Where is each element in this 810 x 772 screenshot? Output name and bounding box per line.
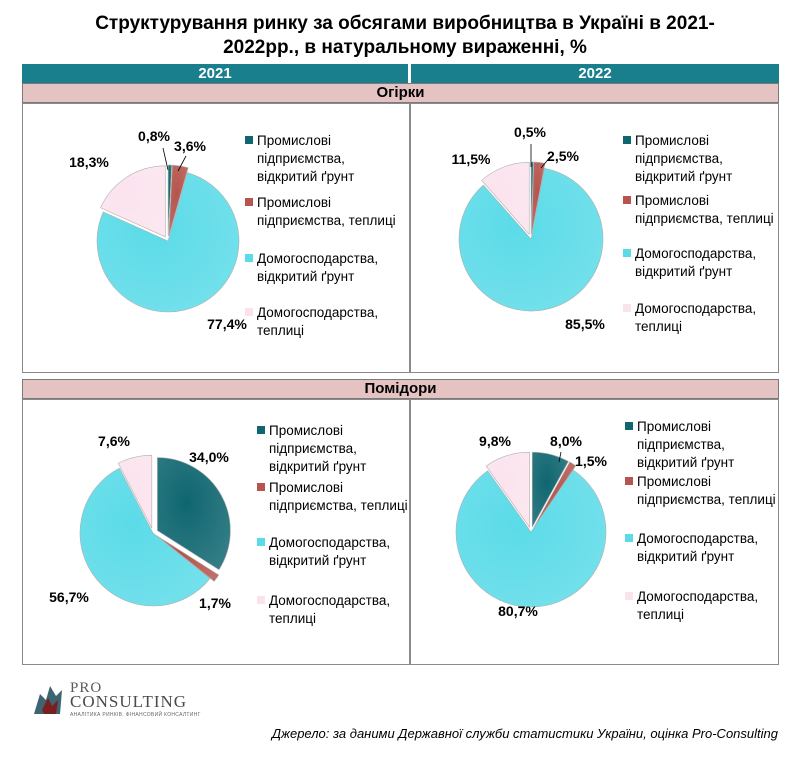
pie-slice-1 bbox=[531, 451, 569, 528]
data-label-1: 0,5% bbox=[514, 124, 546, 140]
legend-label: Промислові підприємства, теплиці bbox=[269, 480, 408, 513]
data-label-1: 34,0% bbox=[189, 449, 229, 465]
legend: Промислові підприємства, відкритий ґрунт… bbox=[625, 418, 777, 658]
pie-panel-tomatoes-2021: 34,0% 1,7% 56,7% 7,6% Промислові підприємст… bbox=[22, 399, 410, 665]
legend-swatch bbox=[245, 136, 253, 144]
leader-line bbox=[177, 155, 187, 172]
year-header-2022: 2022 bbox=[411, 64, 779, 83]
legend-swatch bbox=[625, 477, 633, 485]
legend-label: Промислові підприємства, відкритий ґрунт bbox=[257, 133, 355, 184]
legend-swatch bbox=[257, 426, 265, 434]
legend-swatch bbox=[625, 534, 633, 542]
data-label-2: 1,7% bbox=[199, 595, 231, 611]
data-label-2: 3,6% bbox=[174, 138, 206, 154]
pie-slice-3 bbox=[96, 172, 240, 313]
data-label-1: 8,0% bbox=[550, 433, 582, 449]
legend-label: Домогосподарства, теплиці bbox=[257, 305, 379, 338]
data-label-4: 7,6% bbox=[98, 433, 130, 449]
legend-label: Домогосподарства, теплиці bbox=[635, 301, 757, 334]
legend-label: Домогосподарства, теплиці bbox=[637, 589, 759, 622]
data-label-1: 0,8% bbox=[138, 128, 170, 144]
legend-label: Домогосподарства, теплиці bbox=[269, 593, 391, 626]
legend: Промислові підприємства, відкритий ґрунт… bbox=[245, 132, 405, 372]
logo-text-consulting: CONSULTING bbox=[70, 692, 188, 711]
pie-slice-3 bbox=[455, 469, 607, 608]
pie-slice-3 bbox=[79, 467, 211, 607]
pie-chart-cucumbers-2021: 0,8%3,6% 77,4% 18,3% bbox=[69, 128, 247, 332]
pie-slice-1 bbox=[167, 164, 173, 237]
pie-chart-tomatoes-2021: 34,0% 1,7% 56,7% 7,6% bbox=[49, 433, 231, 611]
pie-slice-4 bbox=[485, 451, 530, 529]
leader-line bbox=[540, 155, 552, 169]
pie-panel-tomatoes-2022: 8,0% 1,5% 80,7% 9,8% Промислові підприємств… bbox=[410, 399, 779, 665]
category-header-tomatoes: Помідори bbox=[22, 379, 779, 399]
legend-label: Домогосподарства, відкритий ґрунт bbox=[257, 251, 379, 284]
pie-slice-4 bbox=[481, 162, 530, 236]
pie-slice-1 bbox=[157, 457, 231, 571]
legend-swatch bbox=[257, 538, 265, 546]
pie-slice-2 bbox=[156, 535, 220, 582]
pie-slice-4 bbox=[117, 454, 153, 529]
logo-emblem-icon bbox=[30, 680, 66, 718]
legend-label: Промислові підприємства, відкритий ґрунт bbox=[635, 133, 733, 184]
page-title: Структурування ринку за обсягами виробни… bbox=[95, 13, 715, 58]
data-label-2: 2,5% bbox=[547, 148, 579, 164]
legend-swatch bbox=[245, 198, 253, 206]
logo-tagline: АНАЛІТИКА РИНКІВ. ФІНАНСОВИЙ КОНСАЛТИНГ bbox=[70, 712, 201, 718]
source-note: Джерело: за даними Державної служби стат… bbox=[271, 726, 778, 741]
pie-slice-2 bbox=[533, 461, 577, 528]
pie-panel-cucumbers-2021: 0,8% 3,6% 77,4% 18,3% Промислові підприємст… bbox=[22, 103, 410, 373]
pie-chart-cucumbers-2022: 0,5%2,5% 85,5% 11,5% bbox=[452, 124, 606, 332]
pie-panel-cucumbers-2022: 0,5% 2,5% 85,5% 11,5% Промислові підприємст… bbox=[410, 103, 779, 373]
legend-swatch bbox=[623, 304, 631, 312]
logo-text-pro: PRO bbox=[70, 680, 103, 696]
data-label-3: 77,4% bbox=[207, 316, 247, 332]
legend-label: Промислові підприємства, відкритий ґрунт bbox=[269, 423, 367, 474]
pro-consulting-logo: PRO CONSULTING АНАЛІТИКА РИНКІВ. ФІНАНСО… bbox=[30, 678, 200, 720]
legend-label: Домогосподарства, відкритий ґрунт bbox=[269, 535, 391, 568]
year-header-2021: 2021 bbox=[22, 64, 408, 83]
legend-label: Домогосподарства, відкритий ґрунт bbox=[637, 531, 759, 564]
legend-swatch bbox=[625, 422, 633, 430]
leader-line bbox=[162, 147, 169, 171]
pie-slice-3 bbox=[458, 167, 604, 312]
legend-label: Промислові підприємства, відкритий ґрунт bbox=[637, 419, 735, 470]
legend: Промислові підприємства, відкритий ґрунт… bbox=[257, 422, 409, 662]
legend-swatch bbox=[245, 308, 253, 316]
data-label-4: 9,8% bbox=[479, 433, 511, 449]
data-label-3: 80,7% bbox=[498, 603, 538, 619]
legend-label: Промислові підприємства, теплиці bbox=[257, 195, 396, 228]
legend-swatch bbox=[625, 592, 633, 600]
legend-swatch bbox=[245, 254, 253, 262]
legend-swatch bbox=[257, 596, 265, 604]
data-label-2: 1,5% bbox=[575, 453, 607, 469]
legend: Промислові підприємства, відкритий ґрунт… bbox=[623, 132, 778, 372]
data-label-4: 11,5% bbox=[452, 151, 491, 167]
pie-slice-4 bbox=[100, 165, 166, 238]
legend-label: Домогосподарства, відкритий ґрунт bbox=[635, 246, 757, 279]
legend-swatch bbox=[623, 196, 631, 204]
legend-swatch bbox=[257, 483, 265, 491]
data-label-4: 18,3% bbox=[69, 154, 109, 170]
data-label-3: 85,5% bbox=[565, 316, 605, 332]
legend-swatch bbox=[623, 249, 631, 257]
category-header-cucumbers: Огірки bbox=[22, 83, 779, 103]
leader-line bbox=[558, 451, 562, 463]
legend-swatch bbox=[623, 136, 631, 144]
data-label-3: 56,7% bbox=[49, 589, 89, 605]
pie-chart-tomatoes-2022: 8,0% 1,5% 80,7% 9,8% bbox=[455, 433, 608, 619]
legend-label: Промислові підприємства, теплиці bbox=[637, 474, 776, 507]
legend-label: Промислові підприємства, теплиці bbox=[635, 193, 774, 226]
